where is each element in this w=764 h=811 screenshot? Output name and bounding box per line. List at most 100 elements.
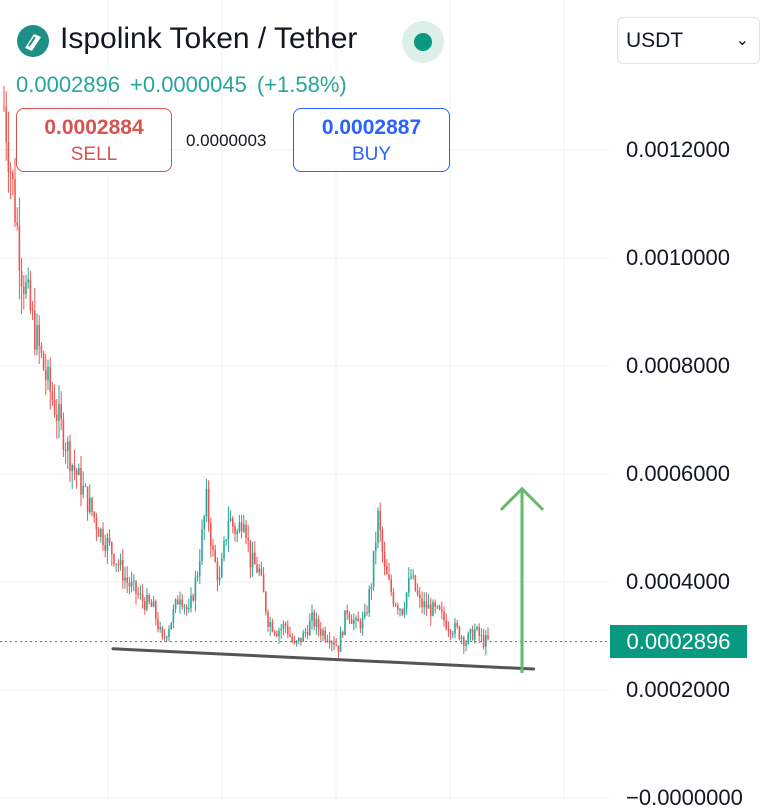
candle-down [56, 414, 58, 421]
symbol-title: Ispolink Token / Tether [60, 22, 358, 55]
candle-down [359, 621, 362, 629]
last-price-tag: 0.0002896 [610, 625, 747, 658]
candle-down [126, 577, 128, 583]
candle-down [75, 469, 78, 475]
candle-down [357, 618, 359, 622]
candle-down [128, 582, 131, 587]
candle-down [434, 602, 436, 607]
candle-down [388, 574, 390, 580]
candle-down [216, 561, 219, 581]
candle-down [45, 369, 47, 381]
candle-down [291, 636, 293, 642]
candle-up [375, 543, 377, 551]
candlestick-series [3, 85, 489, 658]
candle-up [372, 550, 375, 587]
candle-up [405, 592, 408, 609]
candle-up [315, 618, 318, 627]
candle-down [163, 636, 166, 638]
candle-up [280, 628, 282, 631]
y-axis-tick-label: 0.0002000 [626, 677, 730, 702]
candle-up [152, 601, 155, 607]
candle-up [199, 561, 201, 576]
buy-button[interactable]: 0.0002887 BUY [293, 108, 450, 172]
candle-down [394, 604, 397, 606]
candle-up [361, 617, 364, 629]
candle-down [249, 540, 252, 568]
price-change: +0.0000045 [130, 72, 247, 97]
candle-down [471, 629, 474, 640]
candle-down [333, 642, 335, 646]
candle-up [408, 578, 410, 593]
candle-up [89, 497, 91, 513]
candle-down [5, 107, 7, 143]
candle-up [67, 441, 69, 451]
candle-down [210, 523, 212, 546]
candle-down [445, 620, 447, 629]
last-price: 0.0002896 [16, 72, 120, 97]
candle-down [157, 618, 159, 630]
candle-up [344, 610, 346, 636]
candle-down [207, 488, 210, 524]
candle-down [438, 606, 441, 610]
candle-down [482, 634, 485, 648]
candle-down [192, 595, 194, 601]
candle-up [100, 528, 102, 537]
candle-down [342, 632, 344, 636]
candle-up [196, 575, 199, 578]
candle-up [452, 633, 454, 635]
market-open-dot-icon [414, 33, 432, 51]
candle-up [355, 618, 357, 621]
candle-down [113, 554, 115, 565]
candle-down [328, 640, 331, 644]
candle-up [58, 404, 60, 421]
currency-select[interactable]: USDT ⌄ [617, 17, 760, 64]
candle-down [137, 593, 139, 595]
candle-up [298, 637, 300, 641]
candle-down [262, 574, 265, 593]
candle-up [166, 636, 168, 638]
candle-up [476, 627, 478, 630]
candle-down [117, 563, 120, 566]
candle-down [260, 568, 263, 575]
candle-down [51, 391, 54, 401]
candle-down [69, 441, 71, 472]
candle-up [311, 612, 313, 621]
sell-button[interactable]: 0.0002884 SELL [16, 108, 172, 172]
candle-down [350, 619, 353, 624]
candle-down [317, 618, 320, 630]
sell-label: SELL [70, 144, 118, 165]
candle-down [150, 602, 153, 607]
candle-up [243, 524, 245, 532]
candle-down [18, 225, 21, 271]
candle-down [122, 560, 124, 581]
market-status-indicator[interactable] [402, 21, 444, 63]
y-axis-tick-label: 0.0008000 [626, 353, 730, 378]
support-trend-line [111, 647, 536, 671]
candle-down [73, 464, 76, 470]
candle-down [212, 545, 214, 550]
candle-up [331, 642, 333, 644]
candle-up [174, 599, 177, 610]
y-axis-tick-label: −0.0000000 [626, 785, 743, 810]
candle-up [295, 640, 298, 643]
candle-down [240, 522, 243, 532]
candle-down [313, 612, 315, 627]
candle-down [390, 579, 392, 593]
candle-up [115, 563, 117, 565]
candle-up [485, 635, 487, 648]
candle-up [238, 522, 241, 532]
candle-down [458, 626, 461, 639]
candle-up [269, 621, 271, 627]
candle-up [201, 529, 203, 562]
candle-up [36, 324, 38, 350]
candle-up [364, 612, 366, 618]
candle-down [34, 311, 36, 350]
candle-up [436, 606, 439, 608]
candle-down [181, 599, 183, 607]
candle-down [64, 449, 67, 451]
candle-down [397, 605, 399, 610]
candle-down [40, 345, 43, 353]
candle-up [236, 531, 238, 534]
candle-up [78, 468, 80, 475]
